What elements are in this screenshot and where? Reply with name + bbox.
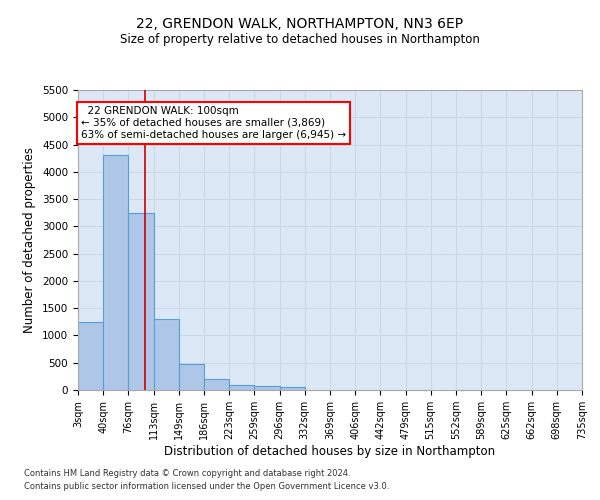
Y-axis label: Number of detached properties: Number of detached properties [23,147,37,333]
Bar [204,379,229,390]
Bar [154,319,179,390]
X-axis label: Distribution of detached houses by size in Northampton: Distribution of detached houses by size … [164,445,496,458]
Text: Contains public sector information licensed under the Open Government Licence v3: Contains public sector information licen… [24,482,389,491]
Text: 22 GRENDON WALK: 100sqm
← 35% of detached houses are smaller (3,869)
63% of semi: 22 GRENDON WALK: 100sqm ← 35% of detache… [81,106,346,140]
Bar [229,384,254,390]
Text: Size of property relative to detached houses in Northampton: Size of property relative to detached ho… [120,32,480,46]
Bar [78,322,103,390]
Bar [103,156,128,390]
Text: 22, GRENDON WALK, NORTHAMPTON, NN3 6EP: 22, GRENDON WALK, NORTHAMPTON, NN3 6EP [136,18,464,32]
Bar [280,386,305,390]
Bar [254,386,280,390]
Bar [128,212,154,390]
Text: Contains HM Land Registry data © Crown copyright and database right 2024.: Contains HM Land Registry data © Crown c… [24,468,350,477]
Bar [179,364,204,390]
